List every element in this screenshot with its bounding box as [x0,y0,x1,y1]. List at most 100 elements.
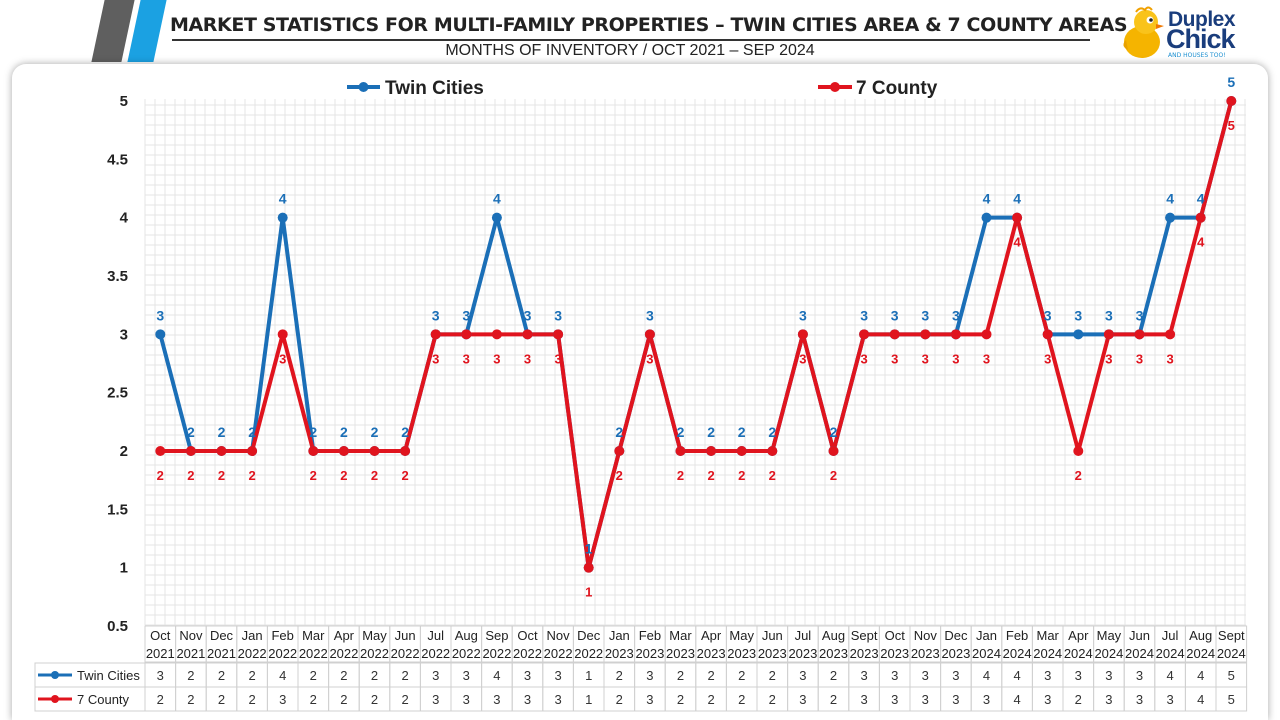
chick-icon [1123,6,1164,58]
data-point-7-county [491,329,502,340]
x-tick-year: 2022 [452,646,481,661]
table-cell-value: 3 [799,692,806,707]
x-tick-month: Feb [639,628,661,643]
x-category-cell [1215,625,1248,663]
x-tick-year: 2023 [880,646,909,661]
x-tick-month: Mar [669,628,692,643]
x-tick-year: 2024 [1125,646,1154,661]
table-cell-value: 3 [952,692,959,707]
table-cell-value: 3 [554,668,561,683]
data-label-7-county: 2 [1075,468,1082,483]
data-label-twin-cities: 3 [1074,307,1082,323]
data-point-7-county [767,446,778,456]
y-tick-label: 1.5 [107,501,128,518]
y-tick-label: 2.5 [107,385,128,402]
data-label-twin-cities: 3 [921,307,929,323]
data-label-twin-cities: 2 [707,424,715,440]
y-tick-label: 3 [120,326,128,343]
x-tick-year: 2022 [360,646,389,661]
x-tick-month: May [1097,628,1122,643]
x-tick-year: 2023 [911,646,940,661]
table-cell-value: 2 [738,692,745,707]
table-cell-value: 3 [922,668,929,683]
y-tick-label: 3.5 [107,268,128,285]
data-label-twin-cities: 2 [309,424,317,440]
x-tick-year: 2023 [605,646,634,661]
data-label-twin-cities: 2 [615,424,623,440]
data-point-twin-cities [277,212,288,223]
table-cell-value: 3 [524,692,531,707]
x-tick-month: Sept [1218,628,1245,643]
table-cell-value: 3 [1044,668,1051,683]
table-cell-value: 2 [707,668,714,683]
table-cell-value: 3 [891,668,898,683]
x-tick-month: May [362,628,387,643]
chart-subtitle: MONTHS OF INVENTORY / OCT 2021 – SEP 202… [445,42,815,59]
x-tick-year: 2022 [513,646,542,661]
data-point-twin-cities [155,329,166,340]
data-label-twin-cities: 2 [248,424,256,440]
table-cell-value: 4 [1013,692,1020,707]
x-tick-year: 2023 [819,646,848,661]
logo-word-chick: Chick [1166,24,1236,54]
data-point-7-county [981,329,992,340]
data-label-twin-cities: 4 [279,191,287,207]
data-label-7-county: 3 [860,351,867,366]
x-tick-month: Feb [271,628,293,643]
data-label-twin-cities: 3 [432,307,440,323]
data-point-7-county [522,329,533,340]
y-tick-label: 4 [120,210,129,227]
data-label-twin-cities: 2 [677,424,685,440]
x-tick-month: Mar [1037,628,1060,643]
data-point-7-county [1195,212,1206,223]
data-point-7-county [461,329,472,340]
table-cell-value: 4 [493,668,500,683]
data-label-7-county: 2 [218,468,225,483]
table-cell-value: 2 [738,668,745,683]
data-label-7-county: 3 [279,351,286,366]
table-cell-value: 2 [310,668,317,683]
table-cell-value: 3 [1136,668,1143,683]
x-tick-year: 2024 [1064,646,1093,661]
table-cell-value: 2 [218,692,225,707]
data-label-twin-cities: 4 [983,191,991,207]
data-point-7-county [920,329,931,340]
data-label-twin-cities: 3 [524,307,532,323]
data-point-7-county [1073,446,1084,456]
x-tick-month: Apr [334,628,355,643]
x-tick-month: Oct [885,628,906,643]
table-cell-value: 4 [1197,668,1204,683]
data-label-twin-cities: 3 [860,307,868,323]
table-cell-value: 2 [401,692,408,707]
x-tick-year: 2022 [544,646,573,661]
chart-title: MARKET STATISTICS FOR MULTI-FAMILY PROPE… [170,14,1128,36]
x-tick-month: Jul [1162,628,1179,643]
data-point-7-county [1134,329,1145,340]
data-label-7-county: 2 [340,468,347,483]
x-tick-month: Jul [427,628,444,643]
x-tick-month: Nov [547,628,571,643]
data-point-7-county [247,446,258,456]
data-point-7-county [216,446,227,456]
x-tick-year: 2022 [268,646,297,661]
x-tick-year: 2021 [146,646,175,661]
y-tick-label: 2 [120,443,128,460]
x-tick-year: 2023 [727,646,756,661]
data-point-7-county [675,446,686,456]
data-label-7-county: 2 [616,468,623,483]
data-label-7-county: 3 [554,351,561,366]
x-tick-month: May [729,628,754,643]
data-label-twin-cities: 5 [1227,74,1235,90]
table-cell-value: 3 [432,692,439,707]
data-point-7-county [1226,96,1237,106]
data-label-twin-cities: 3 [952,307,960,323]
x-tick-year: 2023 [941,646,970,661]
data-label-twin-cities: 2 [830,424,838,440]
x-tick-year: 2022 [329,646,358,661]
data-label-7-county: 3 [1105,351,1112,366]
legend-marker-7-county [830,82,840,92]
data-label-twin-cities: 4 [493,191,501,207]
x-tick-year: 2022 [391,646,420,661]
data-point-twin-cities [1165,212,1176,223]
